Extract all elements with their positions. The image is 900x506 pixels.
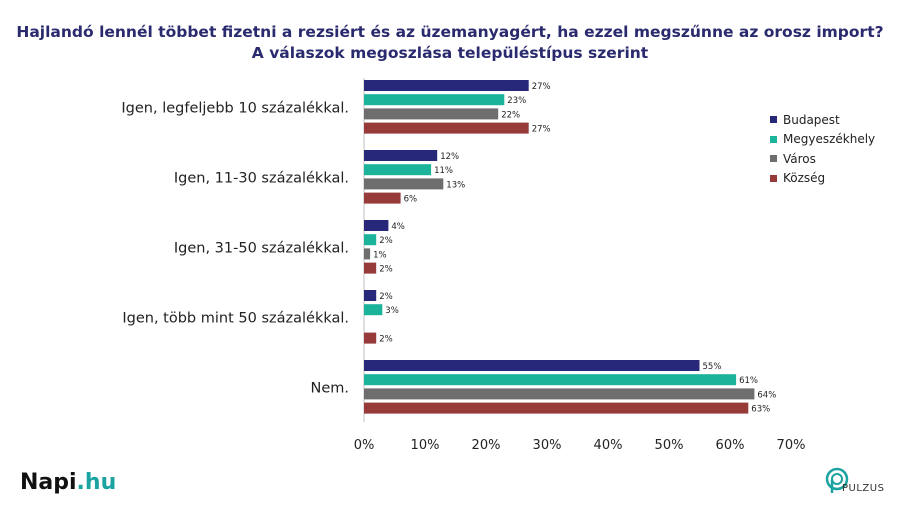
data-label: 3% (385, 306, 399, 316)
legend-label: Község (783, 171, 826, 186)
chart-title-line2: A válaszok megoszlása településtípus sze… (251, 44, 649, 62)
data-label: 13% (446, 180, 465, 190)
chart-title-line1: Hajlandó lennél többet fizetni a rezsiér… (16, 23, 884, 41)
bar-község (364, 122, 529, 134)
category-label: Igen, több mint 50 százalékkal. (122, 310, 349, 326)
data-label: 4% (391, 222, 405, 232)
bar-város (364, 108, 499, 120)
bar-megyeszékhely (364, 164, 432, 176)
legend-item: Község (770, 169, 875, 189)
bar-város (364, 388, 755, 400)
x-tick-label: 20% (472, 438, 501, 453)
category-label: Igen, legfeljebb 10 százalékkal. (121, 100, 349, 116)
pulzus-logo: PULZUS (822, 466, 892, 496)
chart-title: Hajlandó lennél többet fizetni a rezsiér… (0, 22, 900, 64)
bar-budapest (364, 360, 700, 371)
legend-label: Város (783, 151, 816, 166)
legend-label: Megyeszékhely (783, 132, 876, 147)
x-tick-label: 70% (777, 438, 806, 453)
data-label: 2% (379, 335, 393, 345)
pulzus-mark-icon (825, 467, 849, 493)
bar-megyeszékhely (364, 234, 377, 246)
category-label: Nem. (310, 380, 349, 396)
data-label: 1% (373, 250, 387, 260)
data-label: 23% (507, 96, 526, 106)
data-label: 61% (739, 376, 758, 386)
data-label: 12% (440, 152, 459, 162)
legend-swatch (770, 174, 777, 182)
data-label: 63% (751, 405, 770, 415)
legend-item: Budapest (770, 110, 875, 130)
category-label: Igen, 11-30 százalékkal. (174, 170, 349, 186)
bar-község (364, 332, 377, 344)
bar-budapest (364, 80, 529, 91)
legend-label: Budapest (783, 112, 840, 127)
bar-város (364, 178, 444, 190)
bar-község (364, 402, 749, 414)
bar-város (364, 248, 371, 260)
data-label: 2% (379, 265, 393, 275)
legend-swatch (770, 116, 777, 124)
category-label: Igen, 31-50 százalékkal. (174, 240, 349, 256)
bar-község (364, 192, 401, 204)
bar-megyeszékhely (364, 94, 505, 106)
x-tick-label: 40% (594, 438, 623, 453)
x-tick-label: 50% (655, 438, 684, 453)
bar-község (364, 262, 377, 274)
data-label: 27% (532, 125, 551, 135)
data-label: 64% (757, 390, 776, 400)
x-tick-label: 0% (354, 438, 375, 453)
data-label: 55% (703, 362, 722, 372)
data-label: 6% (404, 195, 418, 205)
data-label: 22% (501, 110, 520, 120)
bar-budapest (364, 290, 377, 301)
napi-logo-tld: .hu (76, 470, 117, 495)
data-label: 11% (434, 166, 453, 176)
data-label: 2% (379, 236, 393, 246)
x-tick-label: 10% (411, 438, 440, 453)
bar-budapest (364, 220, 389, 231)
pulzus-logo-text: PULZUS (842, 483, 885, 494)
legend-item: Megyeszékhely (770, 130, 875, 150)
x-tick-label: 30% (533, 438, 562, 453)
napi-logo-text: Napi (20, 470, 77, 495)
data-label: 27% (532, 82, 551, 92)
bar-megyeszékhely (364, 374, 737, 386)
chart-legend: Budapest Megyeszékhely Város Község (770, 110, 875, 188)
bar-megyeszékhely (364, 304, 383, 316)
napi-hu-logo: Napi.hu (20, 470, 116, 495)
bar-budapest (364, 150, 438, 161)
legend-swatch (770, 135, 777, 143)
x-tick-label: 60% (716, 438, 745, 453)
legend-item: Város (770, 149, 875, 169)
legend-swatch (770, 155, 777, 163)
data-label: 2% (379, 292, 393, 302)
